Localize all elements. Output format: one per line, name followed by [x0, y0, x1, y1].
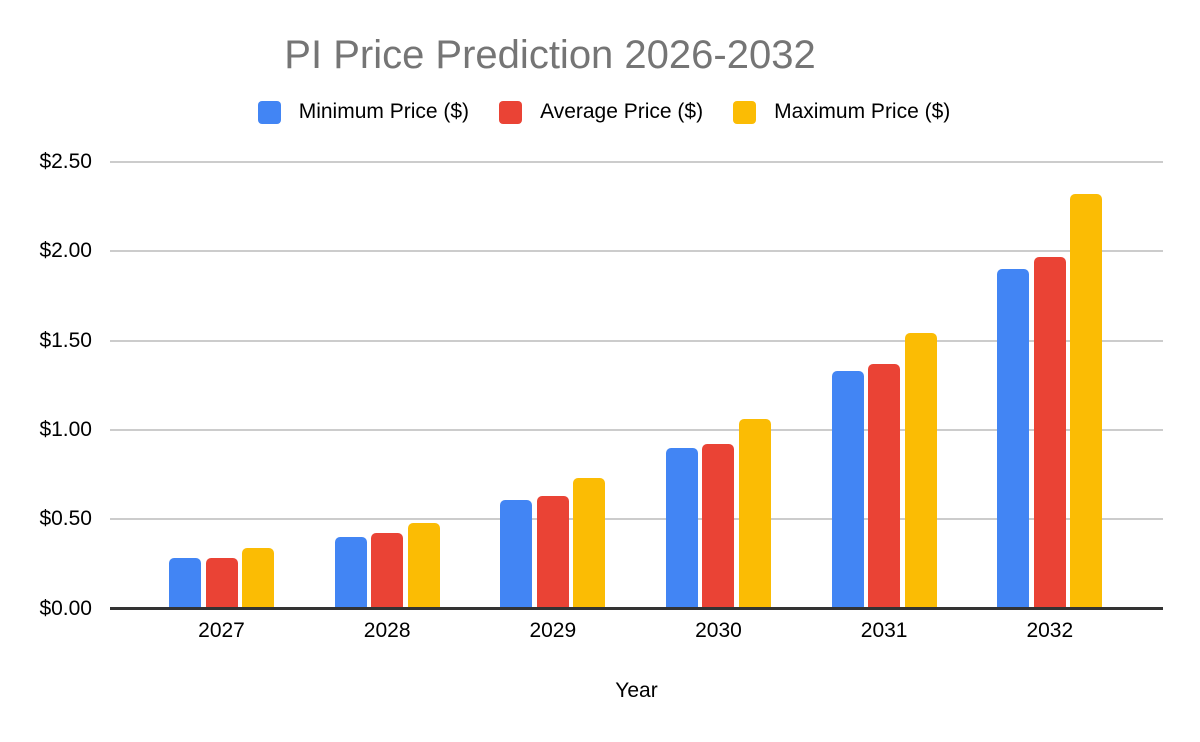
- legend-item-average: Average Price ($): [499, 100, 703, 124]
- bar-maximum-2027[interactable]: [242, 547, 274, 609]
- y-axis-tick-label: $2.50: [39, 149, 92, 173]
- x-axis-title: Year: [615, 679, 658, 702]
- legend-label-minimum: Minimum Price ($): [298, 100, 470, 123]
- x-axis-tick-label: 2029: [529, 619, 577, 642]
- bar-average-2032[interactable]: [1033, 256, 1066, 609]
- bar-minimum-2030[interactable]: [665, 447, 698, 609]
- bar-maximum-2028[interactable]: [407, 522, 440, 609]
- bar-average-2031[interactable]: [868, 363, 901, 609]
- legend-swatch-average: [499, 100, 523, 124]
- legend: Minimum Price ($) Average Price ($) Maxi…: [104, 98, 1104, 126]
- bar-maximum-2029[interactable]: [573, 478, 606, 609]
- bar-minimum-2028[interactable]: [334, 537, 367, 609]
- gridline: [110, 428, 1163, 431]
- x-axis-line: [110, 607, 1163, 610]
- gridline: [110, 339, 1163, 342]
- x-axis-tick-label: 2028: [363, 619, 411, 642]
- bar-minimum-2029[interactable]: [500, 499, 533, 609]
- bar-average-2030[interactable]: [702, 444, 735, 609]
- legend-item-maximum: Maximum Price ($): [733, 100, 950, 124]
- bar-average-2027[interactable]: [205, 558, 238, 609]
- bar-maximum-2030[interactable]: [738, 419, 771, 609]
- x-axis-tick-label: 2030: [695, 619, 742, 642]
- x-axis-tick-label: 2031: [860, 619, 908, 642]
- y-axis-tick-label: $0.00: [39, 596, 92, 620]
- gridline: [110, 160, 1163, 163]
- x-axis-tick-label: 2032: [1026, 619, 1074, 642]
- bar-maximum-2031[interactable]: [904, 333, 937, 609]
- y-axis-tick-label: $2.00: [39, 239, 92, 263]
- bar-average-2029[interactable]: [536, 495, 569, 609]
- bar-maximum-2032[interactable]: [1070, 194, 1103, 609]
- y-axis-tick-label: $1.00: [39, 417, 92, 441]
- legend-swatch-maximum: [733, 100, 757, 124]
- legend-item-minimum: Minimum Price ($): [257, 100, 470, 124]
- gridline: [110, 518, 1163, 521]
- bar-average-2028[interactable]: [371, 533, 404, 609]
- bar-minimum-2027[interactable]: [169, 558, 201, 609]
- gridline: [110, 250, 1163, 253]
- y-axis-tick-label: $0.50: [39, 507, 92, 531]
- legend-swatch-minimum: [257, 100, 281, 124]
- y-axis-tick-label: $1.50: [39, 328, 92, 352]
- x-axis-tick-label: 2027: [198, 619, 245, 642]
- chart-title: PI Price Prediction 2026-2032: [284, 33, 816, 77]
- legend-label-maximum: Maximum Price ($): [774, 100, 951, 123]
- legend-label-average: Average Price ($): [540, 100, 704, 123]
- bar-minimum-2031[interactable]: [831, 370, 864, 609]
- bar-minimum-2032[interactable]: [997, 269, 1030, 609]
